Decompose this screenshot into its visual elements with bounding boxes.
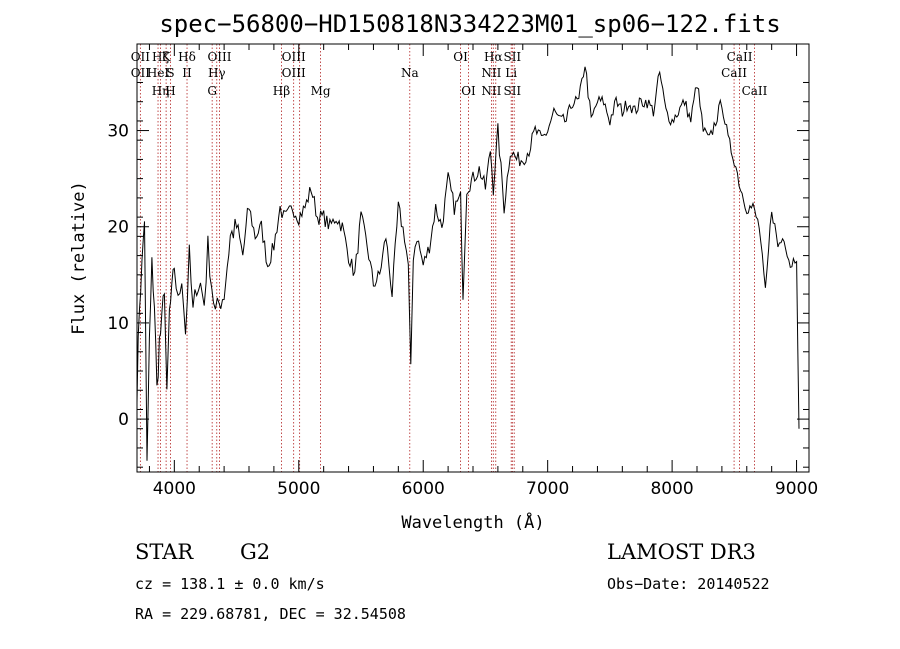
object-class: STAR: [135, 540, 194, 564]
x-tick-label: 8000: [650, 479, 693, 499]
emission-line-label: Li: [505, 66, 517, 80]
axis-ticks: 4000 5000 6000 7000 8000 9000 0 10 20 30: [107, 44, 818, 499]
emission-line-label: Hδ: [178, 50, 196, 64]
emission-line-label: OI: [453, 50, 468, 64]
x-axis-label: Wavelength (Å): [401, 511, 544, 533]
x-tick-label: 5000: [277, 479, 320, 499]
emission-line-label: OIII: [207, 50, 231, 64]
emission-line-label: Hζ: [152, 50, 169, 64]
y-tick-label: 20: [107, 218, 129, 238]
emission-line-label: Mg: [311, 84, 331, 98]
x-tick-label: 9000: [775, 479, 818, 499]
coordinates: RA = 229.68781, DEC = 32.54508: [135, 605, 406, 623]
chart-title: spec−56800−HD150818N334223M01_sp06−122.f…: [159, 10, 780, 38]
emission-line-label: OI: [461, 84, 476, 98]
subclass: G2: [240, 540, 270, 564]
emission-line-label: SII: [503, 84, 521, 98]
emission-line-label: OIII: [282, 66, 306, 80]
x-tick-label: 7000: [526, 479, 569, 499]
emission-line-label: NII: [481, 66, 501, 80]
y-axis-label: Flux (relative): [69, 181, 89, 335]
emission-line-label: HeI: [147, 66, 170, 80]
emission-line-label: Na: [401, 66, 419, 80]
emission-line-label: Hβ: [273, 84, 290, 98]
y-tick-label: 30: [107, 122, 129, 142]
emission-line-label: G: [207, 84, 217, 98]
plot-frame: [136, 43, 810, 473]
y-tick-label: 0: [118, 410, 129, 430]
x-tick-label: 6000: [402, 479, 445, 499]
emission-line-label: S: [166, 66, 174, 80]
emission-line-label: NII: [481, 84, 501, 98]
emission-line-label: CaII: [727, 50, 753, 64]
emission-line-label: SII: [503, 50, 521, 64]
emission-line-label: K: [162, 50, 172, 64]
spectrum-line: [136, 66, 800, 461]
redshift-cz: cz = 138.1 ± 0.0 km/s: [135, 575, 325, 593]
emission-line-label: II: [182, 66, 192, 80]
emission-line-label: OII: [131, 50, 151, 64]
emission-line-label: OIII: [282, 50, 306, 64]
emission-line-labels: OIIOIIHeIHζHηKSHHδIIGHγOIIIHβOIIIOIIIMgN…: [131, 50, 768, 98]
emission-line-label: CaII: [742, 84, 768, 98]
emission-line-label: Hη: [152, 84, 170, 98]
emission-line-label: Hα: [484, 50, 503, 64]
emission-line-label: CaII: [721, 66, 747, 80]
emission-line-markers: [139, 44, 755, 472]
emission-line-label: H: [165, 84, 175, 98]
emission-line-label: Hγ: [208, 66, 226, 80]
emission-line-label: OII: [131, 66, 151, 80]
y-tick-label: 10: [107, 314, 129, 334]
obs-date: Obs−Date: 20140522: [607, 575, 770, 593]
survey-name: LAMOST DR3: [607, 540, 756, 564]
x-tick-label: 4000: [153, 479, 196, 499]
